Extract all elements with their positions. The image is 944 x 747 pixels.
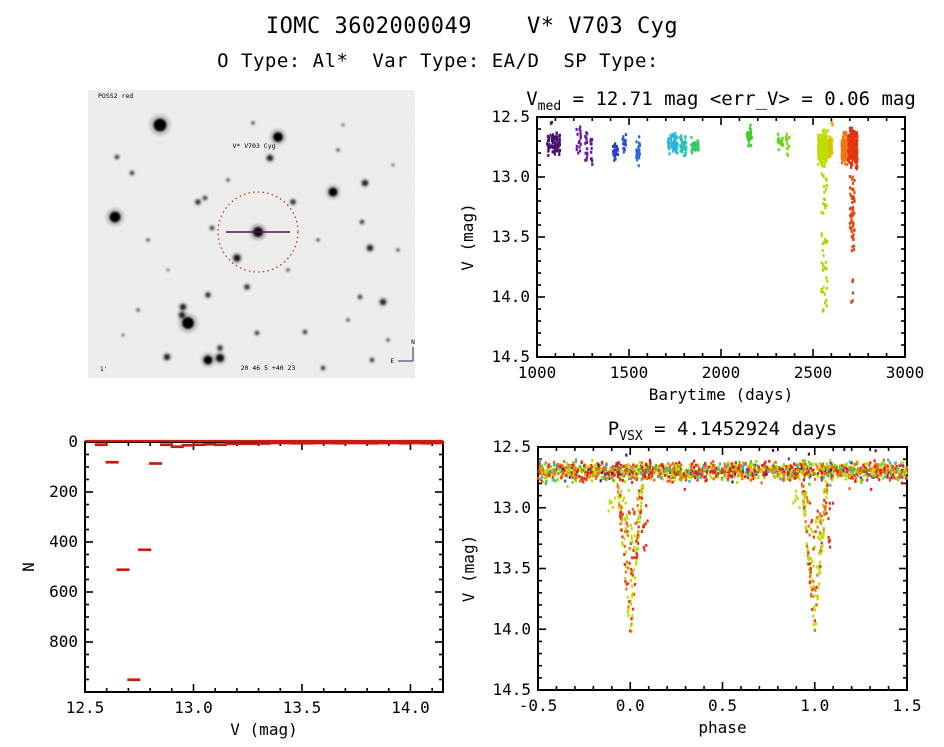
x-axis-label: V (mag) — [230, 720, 297, 739]
plot-frame — [537, 446, 908, 691]
svg-text:13.0: 13.0 — [492, 498, 531, 517]
compass-north-label: N — [411, 339, 415, 346]
axis-ticks — [537, 446, 908, 691]
plot-title: PVSX = 4.1452924 days — [608, 418, 837, 444]
scale-label: 1' — [100, 366, 107, 373]
phase-folded-plot: -0.5 0.0 0.5 1.0 1.5 12.5 13.0 13.5 14.0 14.5 phas… — [459, 418, 921, 737]
data-points — [546, 120, 859, 313]
plot-title: Vmed = 12.71 mag <err_V> = 0.06 mag — [526, 88, 916, 114]
svg-text:14.0: 14.0 — [492, 619, 531, 638]
svg-text:1000: 1000 — [518, 363, 557, 382]
svg-text:13.5: 13.5 — [491, 227, 530, 246]
svg-text:13.5: 13.5 — [283, 698, 322, 717]
svg-text:14.0: 14.0 — [491, 287, 530, 306]
svg-text:0.0: 0.0 — [616, 696, 645, 715]
star-field — [105, 113, 401, 372]
data-points — [537, 447, 909, 633]
svg-text:600: 600 — [49, 582, 78, 601]
axis-ticks — [536, 116, 906, 358]
svg-text:2000: 2000 — [702, 363, 741, 382]
svg-text:3000: 3000 — [886, 363, 925, 382]
page-subtitle: O Type: Al* Var Type: EA/D SP Type: — [217, 50, 659, 72]
svg-text:1.0: 1.0 — [800, 696, 829, 715]
x-axis-label: Barytime (days) — [649, 385, 794, 404]
svg-text:-0.5: -0.5 — [519, 696, 558, 715]
svg-text:12.5: 12.5 — [66, 698, 105, 717]
lightcurve-plot: 1000 1500 2000 2500 3000 12.5 13.0 13.5 14.0 14.5… — [458, 88, 924, 404]
svg-text:14.5: 14.5 — [492, 680, 531, 699]
target-name-label: V* V703 Cyg — [232, 142, 275, 150]
compass-indicator — [398, 347, 414, 362]
axis-tick-labels: -0.5 0.0 0.5 1.0 1.5 12.5 13.0 13.5 14.0 14.5 — [492, 437, 921, 715]
svg-text:200: 200 — [49, 482, 78, 501]
axis-ticks — [84, 441, 443, 693]
svg-text:14.0: 14.0 — [391, 698, 430, 717]
data-points — [85, 439, 445, 682]
y-axis-label: V (mag) — [459, 535, 478, 602]
svg-text:2500: 2500 — [794, 363, 833, 382]
svg-text:1500: 1500 — [610, 363, 649, 382]
svg-text:13.5: 13.5 — [492, 559, 531, 578]
survey-label: POSS2 red — [98, 92, 133, 100]
svg-text:0: 0 — [68, 432, 78, 451]
svg-text:400: 400 — [49, 532, 78, 551]
axis-tick-labels: 12.5 13.0 13.5 14.0 0 200 400 600 800 — [49, 432, 430, 717]
svg-text:13.0: 13.0 — [491, 167, 530, 186]
magnitude-histogram-plot: 12.5 13.0 13.5 14.0 0 200 400 600 800 V (mag) N — [20, 432, 445, 739]
y-axis-label: V (mag) — [458, 203, 477, 270]
y-axis-label: N — [20, 562, 38, 572]
target-aperture-circle — [217, 191, 299, 273]
axis-tick-labels: 1000 1500 2000 2500 3000 12.5 13.0 13.5 14.0 14.5 — [491, 107, 924, 382]
plot-frame — [84, 441, 444, 693]
x-axis-label: phase — [698, 718, 746, 737]
svg-text:800: 800 — [49, 632, 78, 651]
svg-text:13.0: 13.0 — [174, 698, 213, 717]
svg-text:1.5: 1.5 — [893, 696, 922, 715]
svg-text:0.5: 0.5 — [708, 696, 737, 715]
svg-text:14.5: 14.5 — [491, 347, 530, 366]
page-title: IOMC 3602000049 V* V703 Cyg — [265, 14, 679, 39]
coordinates-label: 20 46 5 +40 23 — [241, 364, 296, 372]
finding-chart-image: POSS2 red V* V703 Cyg 20 46 5 +40 23 1' N E — [88, 90, 415, 378]
svg-text:12.5: 12.5 — [491, 107, 530, 126]
compass-east-label: E — [390, 358, 394, 365]
svg-text:12.5: 12.5 — [492, 437, 531, 456]
